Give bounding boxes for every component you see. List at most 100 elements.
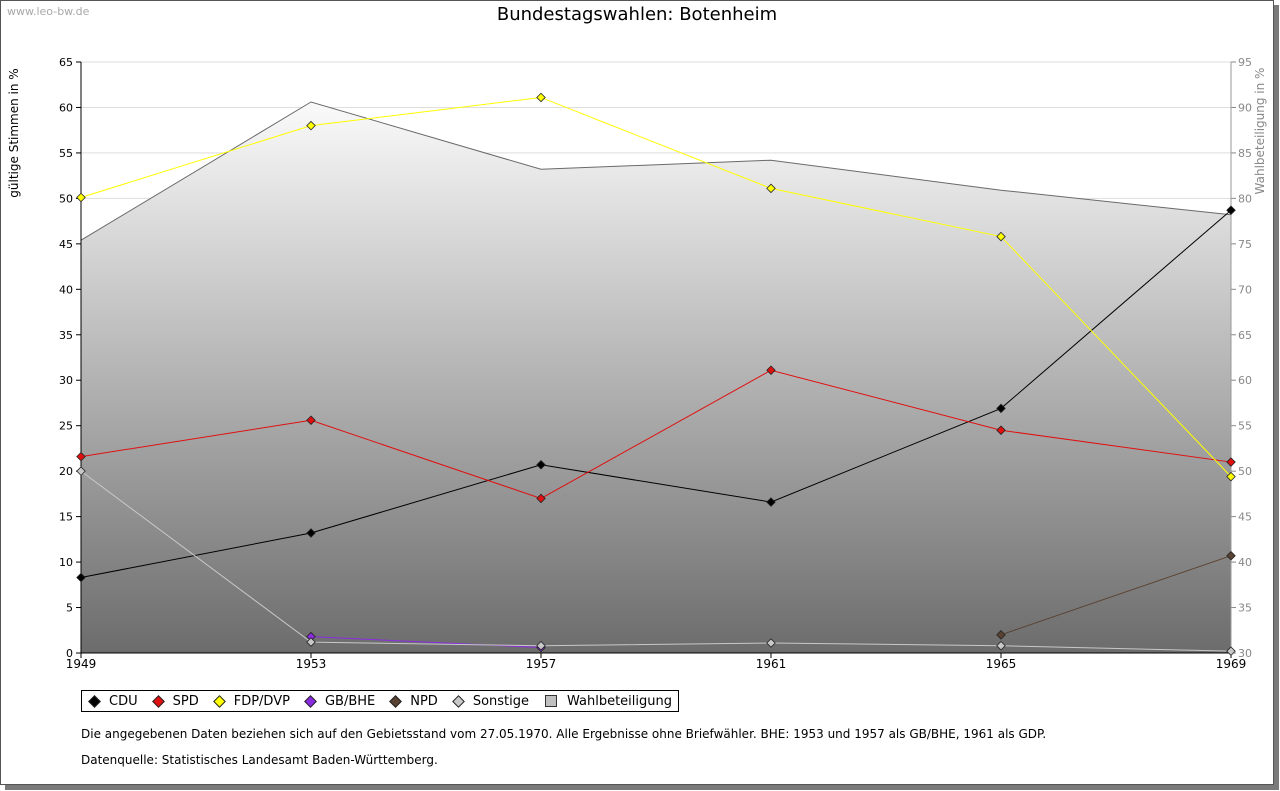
chart-title: Bundestagswahlen: Botenheim (496, 4, 778, 25)
point-cdu-1965 (996, 403, 1006, 414)
point-fdp-dvp-1961 (766, 183, 776, 194)
point-cdu-1969 (1226, 205, 1236, 215)
point-spd-1969 (1226, 457, 1236, 467)
y-tick-label-20: 20 (59, 465, 73, 478)
line-spd (80, 369, 1232, 499)
point-cdu-1949 (76, 572, 86, 583)
y2-tick-label-95: 95 (1238, 56, 1252, 69)
point-spd-1961 (766, 365, 776, 375)
point-cdu-1961 (766, 497, 776, 507)
series-layer (76, 92, 1236, 656)
point-sonstige-1949 (76, 466, 86, 476)
point-fdp-dvp-1965 (996, 231, 1006, 242)
legend-item-fdp-dvp: FDP/DVP (212, 693, 290, 709)
point-npd-1969 (1226, 550, 1236, 561)
y-tick-label-45: 45 (59, 238, 73, 251)
turnout-line (80, 101, 1232, 241)
y2-tick-label-35: 35 (1238, 602, 1252, 615)
legend-item-wahlbeteiligung: Wahlbeteiligung (545, 694, 672, 709)
point-sonstige-1961 (766, 638, 776, 648)
y-tick-label-10: 10 (59, 556, 73, 569)
axes: 0 5 10 15 20 25 30 35 40 45 50 55 60 65 30 35 40 45 50 55 60… (59, 56, 1252, 671)
series-spd (76, 365, 1236, 504)
y-tick-label-25: 25 (59, 420, 73, 433)
legend-label-cdu: CDU (109, 693, 138, 709)
point-sonstige-1953 (306, 637, 316, 647)
y2-tick-label-55: 55 (1238, 420, 1252, 433)
y-tick-label-65: 65 (59, 56, 73, 69)
legend-marker-cdu (88, 694, 101, 708)
y-tick-label-35: 35 (59, 329, 73, 342)
y2-tick-label-90: 90 (1238, 101, 1252, 114)
y-tick-label-15: 15 (59, 511, 73, 524)
note-datenquelle: Datenquelle: Statistisches Landesamt Bad… (81, 753, 438, 767)
legend-label-fdp-dvp: FDP/DVP (233, 693, 290, 709)
legend-marker-gb-bhe (304, 694, 317, 708)
legend-marker-spd (151, 694, 165, 708)
watermark: www.leo-bw.de (7, 5, 90, 18)
chart-svg: 0 5 10 15 20 25 30 35 40 45 50 55 60 65 30 35 40 45 50 55 60… (7, 56, 1267, 671)
legend-marker-wahlbeteiligung (545, 695, 557, 707)
y-tick-label-50: 50 (59, 192, 73, 205)
point-spd-1949 (76, 451, 86, 462)
line-cdu (80, 209, 1232, 579)
x-tick-label-1961: 1961 (756, 657, 787, 671)
point-spd-1953 (306, 415, 316, 426)
y-tick-label-30: 30 (59, 374, 73, 387)
point-cdu-1953 (306, 528, 316, 538)
legend-item-spd: SPD (151, 693, 199, 709)
point-fdp-dvp-1953 (306, 120, 316, 131)
point-fdp-dvp-1969 (1226, 471, 1236, 482)
x-tick-label-1969: 1969 (1216, 657, 1247, 671)
legend-marker-sonstige (451, 694, 465, 708)
line-gb-bhe (310, 636, 542, 649)
y2-tick-label-30: 30 (1238, 647, 1252, 660)
point-sonstige-1965 (996, 640, 1006, 651)
point-fdp-dvp-1957 (536, 92, 546, 103)
y2-tick-label-60: 60 (1238, 374, 1252, 387)
legend-label-gb-bhe: GB/BHE (324, 693, 376, 709)
y2-tick-label-45: 45 (1238, 511, 1252, 524)
x-tick-label-1949: 1949 (66, 657, 97, 671)
y-tick-label-55: 55 (59, 147, 73, 160)
legend: CDU SPD FDP/DVP GB/BHE NPD Sonstige Wahl… (81, 690, 680, 712)
y-axis-label: gültige Stimmen in % (7, 68, 21, 197)
turnout-area-fill (81, 102, 1231, 653)
legend-marker-fdp-dvp (212, 694, 226, 708)
legend-label-npd: NPD (410, 693, 438, 709)
x-tick-label-1957: 1957 (526, 657, 557, 671)
legend-item-sonstige: Sonstige (451, 693, 529, 709)
legend-label-spd: SPD (172, 693, 199, 709)
legend-item-cdu: CDU (88, 693, 138, 709)
y2-tick-label-50: 50 (1238, 465, 1252, 478)
y2-axis-label: Wahlbeteiligung in % (1253, 68, 1267, 195)
y-tick-label-5: 5 (66, 602, 73, 615)
series-fdp-dvp (76, 92, 1236, 482)
x-tick-label-1965: 1965 (986, 657, 1017, 671)
y2-tick-label-65: 65 (1238, 329, 1252, 342)
legend-item-npd: NPD (389, 693, 438, 709)
point-spd-1965 (996, 425, 1006, 436)
y2-tick-label-85: 85 (1238, 147, 1252, 160)
note-gebietsstand: Die angegebenen Daten beziehen sich auf … (81, 727, 1047, 741)
series-sonstige (76, 466, 1236, 656)
y2-tick-label-70: 70 (1238, 283, 1252, 296)
point-sonstige-1957 (536, 640, 546, 651)
point-fdp-dvp-1949 (76, 192, 86, 203)
point-cdu-1957 (536, 460, 546, 470)
y2-tick-label-80: 80 (1238, 192, 1252, 205)
point-spd-1957 (536, 493, 546, 504)
y-tick-label-60: 60 (59, 101, 73, 114)
series-cdu (76, 205, 1236, 583)
y-tick-label-0: 0 (66, 647, 73, 660)
line-npd (1000, 555, 1232, 636)
y2-tick-label-40: 40 (1238, 556, 1252, 569)
point-sonstige-1969 (1226, 646, 1236, 656)
point-npd-1965 (996, 630, 1006, 640)
turnout-area (80, 101, 1232, 653)
legend-item-gb-bhe: GB/BHE (304, 693, 376, 709)
legend-label-sonstige: Sonstige (472, 693, 529, 709)
y-tick-label-40: 40 (59, 283, 73, 296)
x-tick-label-1953: 1953 (296, 657, 327, 671)
